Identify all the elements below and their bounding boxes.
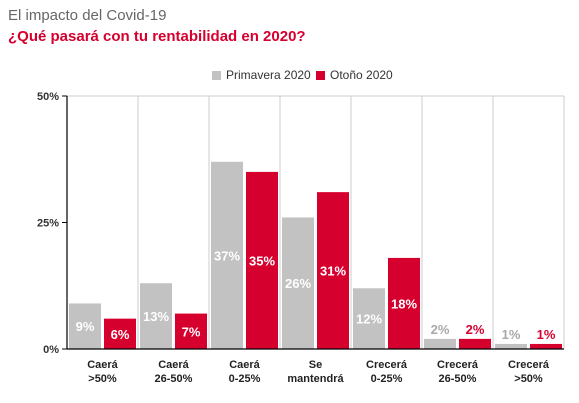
- legend-swatch-otono: [316, 70, 325, 80]
- data-label-otono: 7%: [182, 324, 201, 339]
- chart-subtitle: ¿Qué pasará con tu rentabilidad en 2020?: [8, 28, 306, 45]
- bar-primavera: [424, 338, 456, 349]
- bar-primavera: [353, 288, 385, 349]
- category-label: Caerá: [158, 359, 189, 371]
- data-label-primavera: 37%: [214, 248, 240, 263]
- bar-primavera: [495, 343, 527, 349]
- data-label-otono: 2%: [466, 322, 485, 337]
- data-label-otono: 1%: [537, 327, 556, 342]
- category-label: Se: [309, 359, 322, 371]
- data-label-otono: 18%: [391, 296, 417, 311]
- chart-title: El impacto del Covid-19: [8, 7, 167, 24]
- bar-otono: [175, 313, 207, 349]
- data-label-primavera: 13%: [143, 309, 169, 324]
- data-label-primavera: 26%: [285, 276, 311, 291]
- category-label: >50%: [514, 373, 543, 385]
- category-label: Caerá: [87, 359, 118, 371]
- category-label: 0-25%: [371, 373, 403, 385]
- legend: Primavera 2020 Otoño 2020: [0, 68, 579, 84]
- bar-primavera: [140, 283, 172, 349]
- data-label-otono: 35%: [249, 253, 275, 268]
- category-label: 26-50%: [155, 373, 193, 385]
- legend-label-otono: Otoño 2020: [330, 68, 393, 82]
- data-label-primavera: 1%: [502, 327, 521, 342]
- data-label-otono: 31%: [320, 264, 346, 279]
- bar-primavera: [69, 303, 101, 349]
- bar-primavera: [211, 161, 243, 349]
- data-label-primavera: 9%: [76, 319, 95, 334]
- bar-primavera: [282, 217, 314, 349]
- category-label: 26-50%: [439, 373, 477, 385]
- y-tick-label: 0%: [43, 344, 59, 356]
- legend-label-primavera: Primavera 2020: [226, 68, 311, 82]
- bar-otono: [388, 257, 420, 349]
- data-label-primavera: 2%: [431, 322, 450, 337]
- legend-swatch-primavera: [212, 70, 221, 80]
- category-label: Caerá: [229, 359, 260, 371]
- y-tick-label: 25%: [37, 218, 59, 230]
- data-label-otono: 6%: [111, 327, 130, 342]
- bar-otono: [317, 192, 349, 349]
- legend-item-primavera: Primavera 2020: [212, 68, 311, 82]
- category-label: >50%: [88, 373, 117, 385]
- category-label: mantendrá: [287, 373, 344, 385]
- y-tick-label: 50%: [37, 91, 59, 103]
- category-label: 0-25%: [229, 373, 261, 385]
- category-label: Crecerá: [437, 359, 479, 371]
- bar-otono: [246, 171, 278, 349]
- bar-otono: [104, 318, 136, 349]
- data-label-primavera: 12%: [356, 312, 382, 327]
- category-label: Crecerá: [366, 359, 408, 371]
- bar-otono: [459, 338, 491, 349]
- bar-otono: [530, 343, 562, 349]
- category-label: Crecerá: [508, 359, 550, 371]
- legend-item-otono: Otoño 2020: [316, 68, 393, 82]
